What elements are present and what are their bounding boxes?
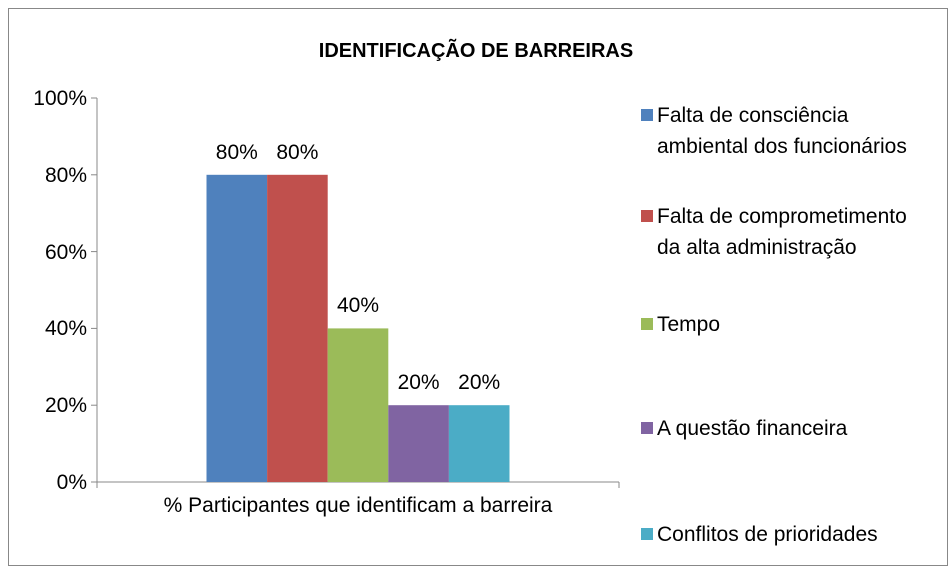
legend-swatch	[641, 210, 653, 222]
bar	[267, 174, 328, 483]
x-tick-label: % Participantes que identificam a barrei…	[163, 494, 553, 517]
y-tick-label: 0%	[56, 471, 87, 494]
data-label: 80%	[276, 140, 319, 164]
data-label: 40%	[336, 294, 379, 318]
y-tick-label: 40%	[44, 317, 87, 341]
bar	[388, 405, 449, 482]
legend-label: Tempo	[657, 313, 721, 336]
legend-swatch	[641, 318, 653, 330]
legend-label: Conflitos de prioridades	[657, 523, 878, 546]
y-tick-label: 80%	[44, 163, 87, 187]
chart-title: IDENTIFICAÇÃO DE BARREIRAS	[318, 40, 634, 62]
y-tick-label: 60%	[44, 240, 87, 264]
legend-label: Falta de comprometimento da alta adminis…	[657, 205, 907, 259]
y-tick-label: 100%	[33, 87, 87, 110]
y-tick-label: 20%	[44, 394, 87, 418]
legend-swatch	[641, 528, 653, 540]
legend-label: Falta de consciência ambiental dos funci…	[657, 104, 907, 158]
data-label: 20%	[458, 371, 501, 395]
bar	[327, 328, 389, 482]
data-label: 20%	[397, 371, 440, 395]
legend-swatch	[641, 422, 653, 434]
bar	[448, 405, 510, 482]
bar	[206, 174, 268, 483]
legend-swatch	[641, 109, 653, 121]
data-label: 80%	[215, 140, 258, 164]
legend-label: A questão financeira	[657, 417, 848, 440]
